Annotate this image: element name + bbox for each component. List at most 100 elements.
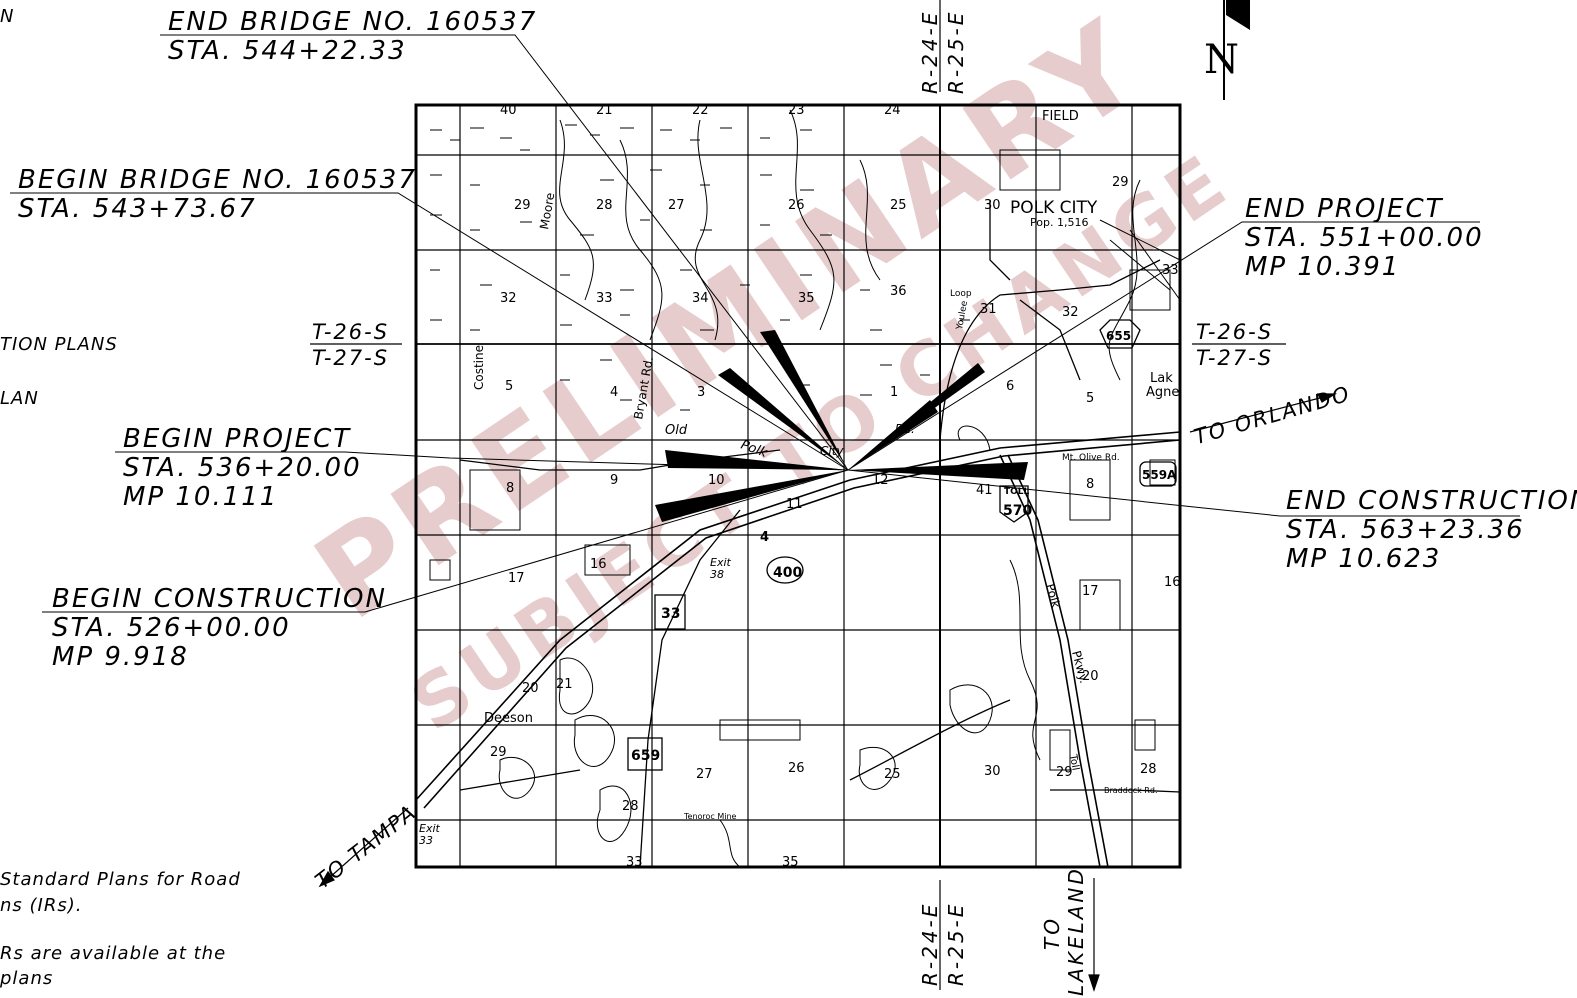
section-number: 33 — [1162, 263, 1179, 278]
section-number: 36 — [890, 284, 907, 299]
note-standard-plans-1: Standard Plans for Road — [0, 869, 241, 890]
note-fragment-lan: LAN — [0, 388, 39, 409]
road-old: Old — [665, 423, 688, 438]
section-number: 24 — [884, 103, 901, 118]
place-lake: Lak — [1150, 371, 1173, 386]
end-bridge-title: END BRIDGE NO. 160537 — [168, 7, 538, 37]
local-roads — [459, 200, 1181, 868]
exit-38-num: 38 — [710, 568, 724, 581]
exit-38: Exit — [710, 556, 732, 569]
place-polk-city: POLK CITY — [1010, 198, 1098, 218]
begin-project-station: STA. 536+20.00 — [123, 453, 362, 483]
township-26s-left: T-26-S — [312, 320, 390, 344]
section-numbers: 29 28 27 26 25 30 29 32 33 34 35 36 31 3… — [490, 175, 1181, 870]
section-number: 4 — [610, 385, 618, 400]
map-frame — [414, 103, 1182, 869]
note-irs-2: plans — [0, 968, 54, 989]
section-number: 10 — [708, 473, 725, 488]
township-26s-right: T-26-S — [1196, 320, 1274, 344]
end-bridge-station: STA. 544+22.33 — [168, 36, 407, 66]
note-fragment-plans: TION PLANS — [0, 334, 118, 355]
range-25e-bottom: R-25-E — [944, 901, 968, 986]
end-construction-station: STA. 563+23.36 — [1286, 515, 1525, 545]
shield-559a: 559A — [1142, 468, 1177, 482]
section-number: 16 — [1164, 575, 1181, 590]
section-number: 9 — [610, 473, 618, 488]
section-number: 28 — [622, 799, 639, 814]
section-number: 26 — [788, 761, 805, 776]
section-number: 29 — [1056, 765, 1073, 780]
note-irs-1: Rs are available at the — [0, 943, 227, 964]
section-number: 26 — [788, 198, 805, 213]
shield-4: 4 — [760, 530, 769, 545]
section-number: 16 — [590, 557, 607, 572]
section-number: 32 — [1062, 305, 1079, 320]
north-arrow-icon — [1223, 0, 1250, 100]
road-toll: Toll — [1067, 753, 1081, 772]
section-number: 30 — [984, 198, 1001, 213]
road-costine: Costine — [472, 345, 486, 390]
to-lakeland-label-1: TO — [1040, 916, 1064, 950]
map-labels: POLK CITY Pop. 1,516 FIELD Deeson Lak Ag… — [419, 109, 1179, 847]
section-number: 28 — [596, 198, 613, 213]
township-27s-right: T-27-S — [1196, 346, 1274, 370]
mining-pits — [498, 657, 993, 842]
section-number: 29 — [514, 198, 531, 213]
note-standard-plans-2: ns (IRs). — [0, 895, 83, 916]
section-number: 21 — [596, 103, 613, 118]
urban-blocks — [429, 149, 1181, 771]
section-number: 30 — [984, 764, 1001, 779]
marsh-texture — [430, 124, 970, 411]
section-number: 17 — [1082, 584, 1099, 599]
section-number: 40 — [500, 103, 517, 118]
route-shields — [627, 319, 1177, 771]
end-project-title: END PROJECT — [1245, 194, 1444, 224]
shield-659: 659 — [631, 748, 660, 764]
road-youlee: Youlee — [955, 300, 970, 332]
section-number: 20 — [522, 681, 539, 696]
exit-33: Exit — [419, 822, 441, 835]
section-number: 8 — [506, 481, 514, 496]
begin-construction-station: STA. 526+00.00 — [52, 613, 291, 643]
section-number: 25 — [884, 767, 901, 782]
section-number: 33 — [626, 855, 643, 870]
section-number: 41 — [976, 483, 993, 498]
interstate-4 — [415, 431, 1181, 809]
end-project-milepost: MP 10.391 — [1245, 252, 1401, 282]
road-rd: Rd. — [895, 422, 915, 436]
shield-33: 33 — [661, 606, 680, 622]
place-polk-city-pop: Pop. 1,516 — [1030, 216, 1088, 229]
place-field: FIELD — [1042, 109, 1079, 124]
township-27s-left: T-27-S — [312, 346, 390, 370]
section-number: 27 — [668, 198, 685, 213]
section-number: 21 — [556, 677, 573, 692]
range-24e-top: R-24-E — [918, 9, 942, 94]
end-construction-milepost: MP 10.623 — [1286, 544, 1442, 574]
section-number: 33 — [596, 291, 613, 306]
road-mt-olive: Mt. Olive Rd. — [1062, 453, 1120, 463]
section-number: 17 — [508, 571, 525, 586]
begin-project-title: BEGIN PROJECT — [123, 424, 352, 454]
road-moore: Moore — [537, 192, 557, 231]
begin-construction-milepost: MP 9.918 — [52, 642, 189, 672]
section-number: 25 — [890, 198, 907, 213]
section-number: 12 — [872, 473, 889, 488]
section-number: 8 — [1086, 477, 1094, 492]
shield-toll: TOLL — [1004, 487, 1030, 497]
section-number: 3 — [697, 385, 705, 400]
road-loop: Loop — [950, 289, 972, 299]
begin-project-milepost: MP 10.111 — [123, 482, 279, 512]
end-project-station: STA. 551+00.00 — [1245, 223, 1484, 253]
callout-leaders — [10, 34, 1520, 613]
end-construction-title: END CONSTRUCTION — [1286, 486, 1577, 516]
begin-construction-title: BEGIN CONSTRUCTION — [52, 584, 387, 614]
section-number: 34 — [692, 291, 709, 306]
range-25e-top: R-25-E — [944, 9, 968, 94]
note-fragment-n: N — [0, 6, 15, 27]
place-deeson: Deeson — [484, 711, 533, 726]
township-dividers — [310, 0, 1286, 990]
section-number: 29 — [1112, 175, 1129, 190]
section-number: 28 — [1140, 762, 1157, 777]
range-24e-bottom: R-24-E — [918, 901, 942, 986]
